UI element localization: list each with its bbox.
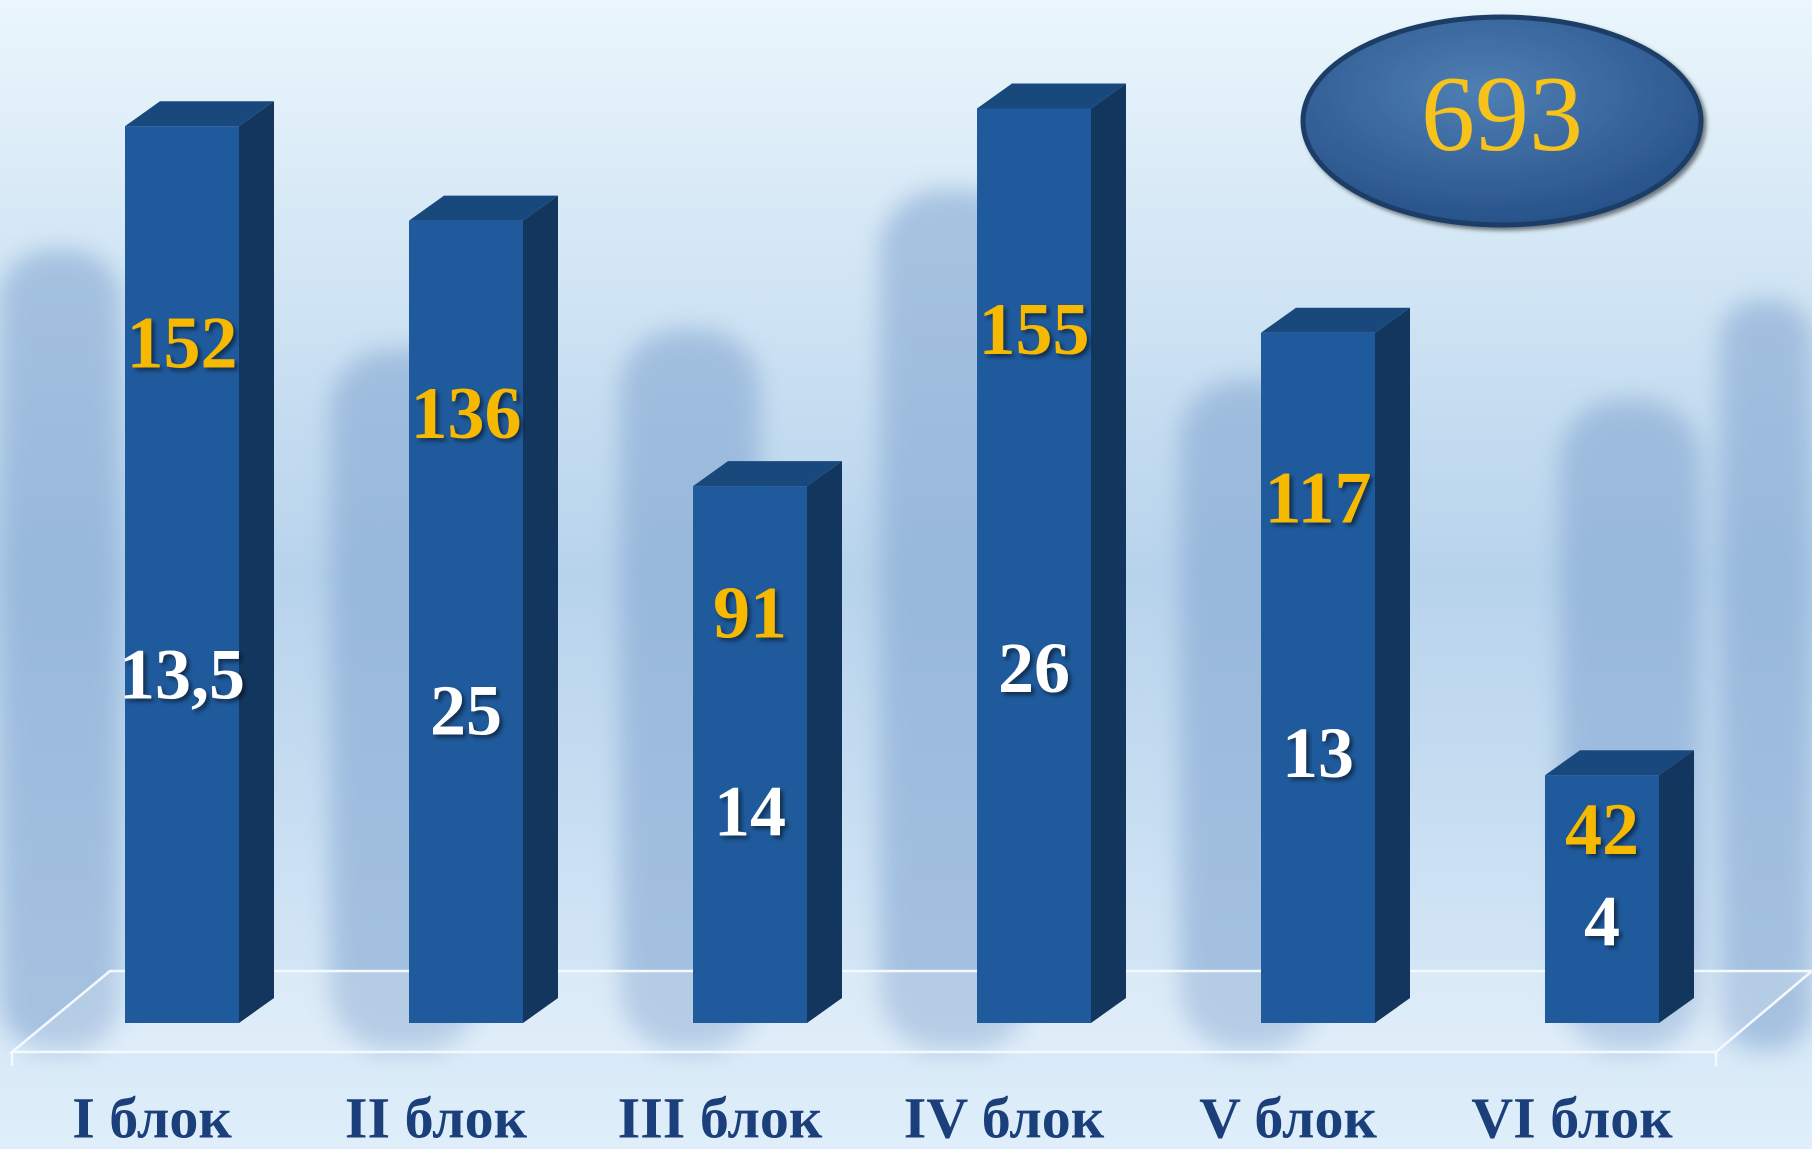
bar-side	[1091, 83, 1126, 1023]
value-label: 155	[979, 289, 1090, 371]
bar-side	[1375, 307, 1410, 1023]
secondary-label: 13	[1282, 713, 1354, 793]
bar	[693, 486, 807, 1024]
bar-top	[693, 461, 842, 487]
x-tick-label: VI блок	[1471, 1085, 1673, 1149]
bar	[1545, 775, 1659, 1023]
value-label: 152	[127, 302, 238, 384]
x-tick-label: IV блок	[904, 1085, 1105, 1149]
total-badge	[1300, 14, 1704, 228]
x-tick-label: V блок	[1199, 1085, 1377, 1149]
bar	[125, 126, 239, 1023]
bar-top	[409, 195, 558, 221]
value-label: 117	[1265, 457, 1372, 539]
x-tick-label: II блок	[345, 1085, 528, 1149]
total: 693	[1421, 55, 1583, 174]
floor	[8, 969, 1812, 1066]
value-label: 91	[713, 572, 787, 654]
value-label: 42	[1565, 789, 1639, 871]
secondary-label: 25	[430, 671, 502, 751]
x-tick-label: I блок	[72, 1085, 232, 1149]
bar-top	[1261, 307, 1410, 333]
value-label: 136	[411, 373, 522, 455]
bar	[977, 108, 1091, 1023]
bar	[1261, 332, 1375, 1023]
bar-top	[1545, 750, 1694, 776]
secondary-label: 13,5	[119, 635, 245, 715]
secondary-label: 4	[1584, 881, 1620, 961]
bar-side	[807, 461, 842, 1024]
x-tick-label: III блок	[618, 1085, 823, 1149]
bar-side	[239, 101, 274, 1023]
bar-top	[977, 83, 1126, 109]
secondary-label: 26	[998, 628, 1070, 708]
bar	[409, 220, 523, 1024]
bar-side	[523, 195, 558, 1024]
bar-top	[125, 101, 274, 127]
secondary-label: 14	[714, 771, 786, 851]
bar-side	[1659, 750, 1694, 1023]
